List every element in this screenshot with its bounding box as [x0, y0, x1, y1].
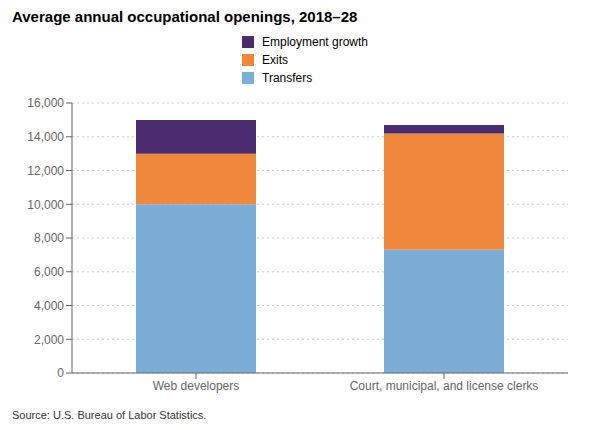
svg-text:6,000: 6,000 — [34, 265, 64, 279]
svg-text:16,000: 16,000 — [27, 96, 64, 110]
html-text:Employment growth: Employment growth — [262, 35, 368, 49]
svg-text:Court, municipal, and license: Court, municipal, and license clerks — [350, 379, 539, 393]
html-text:Exits: Exits — [262, 53, 288, 67]
svg-text:Web developers: Web developers — [153, 379, 240, 393]
svg-text:12,000: 12,000 — [27, 164, 64, 178]
svg-text:14,000: 14,000 — [27, 130, 64, 144]
html-text:Average annual occupational op: Average annual occupational openings, 20… — [12, 8, 358, 25]
svg-text:10,000: 10,000 — [27, 198, 64, 212]
html-text:Transfers: Transfers — [262, 71, 313, 85]
svg-text:2,000: 2,000 — [34, 333, 64, 347]
svg-text:8,000: 8,000 — [34, 231, 64, 245]
svg-text:0: 0 — [57, 366, 64, 380]
html-text:Source: U.S. Bureau of Labor S: Source: U.S. Bureau of Labor Statistics. — [12, 409, 207, 421]
svg-text:4,000: 4,000 — [34, 299, 64, 313]
